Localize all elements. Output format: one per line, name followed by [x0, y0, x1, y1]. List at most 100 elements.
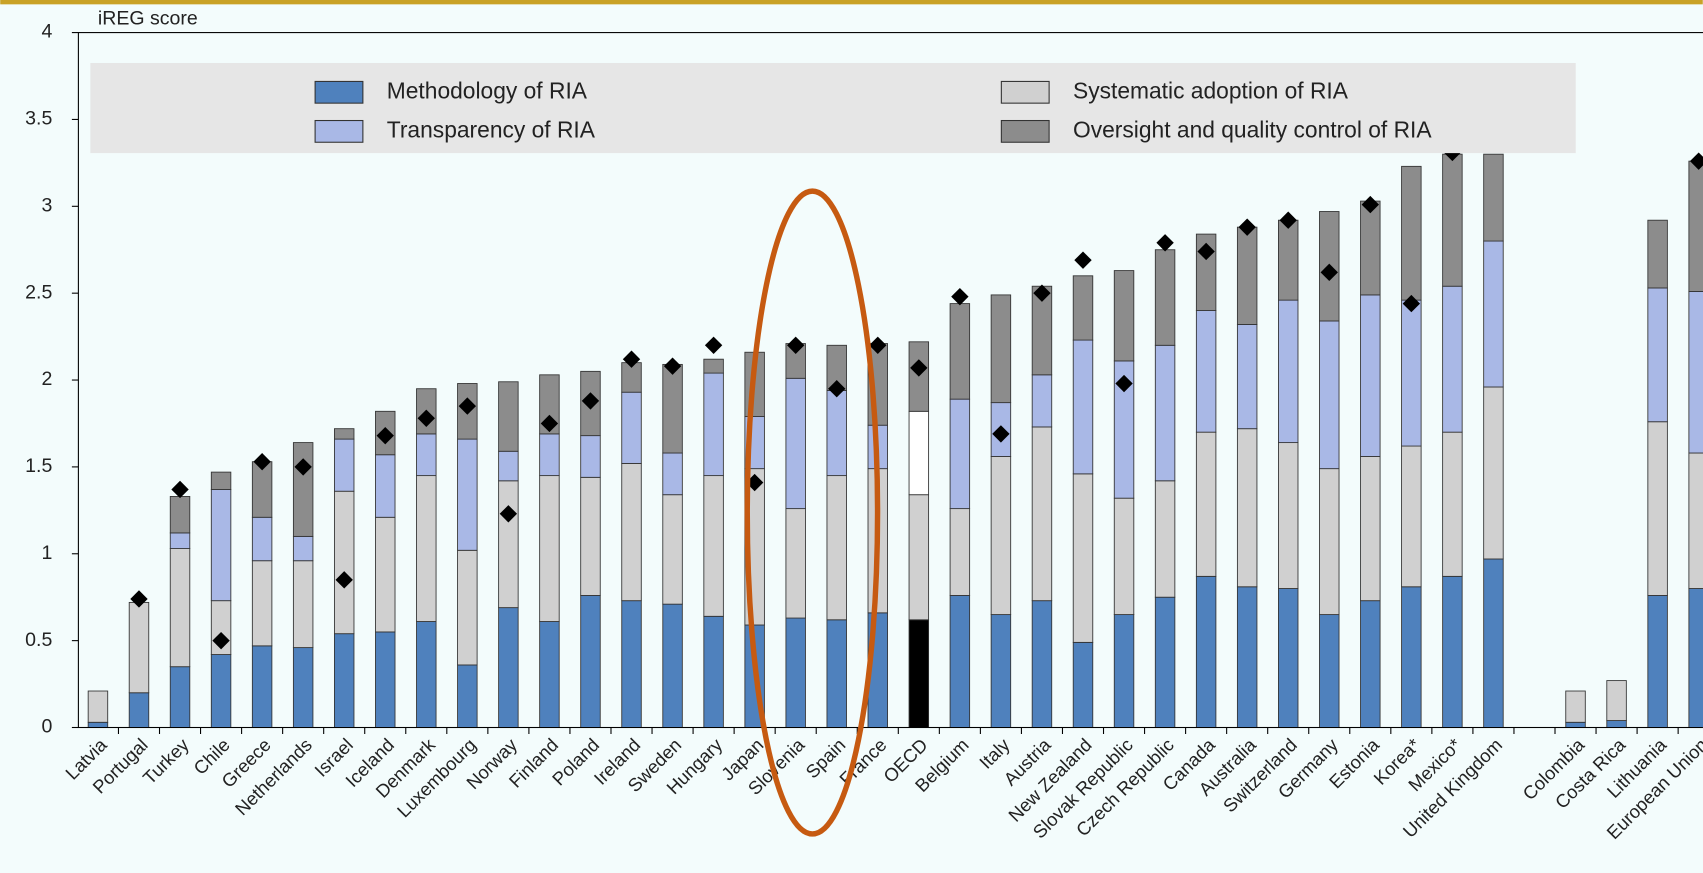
bar-segment [908, 494, 930, 621]
highlight-ellipse [744, 188, 881, 837]
bar-segment [1113, 614, 1135, 728]
marker [1689, 152, 1703, 170]
marker [294, 458, 312, 476]
bar-segment [1195, 575, 1217, 728]
bar-segment [1483, 386, 1504, 560]
bar-segment [703, 358, 724, 374]
marker [581, 392, 600, 410]
bar-segment [539, 475, 560, 622]
y-tick-label: 0 [41, 716, 52, 738]
bar-segment [908, 619, 930, 728]
bar-segment [826, 475, 847, 621]
y-tick-label: 2 [41, 368, 52, 390]
y-tick-label: 1 [41, 542, 52, 564]
bar-segment [1278, 588, 1299, 728]
bar-segment [580, 476, 601, 596]
bar-segment [539, 433, 560, 477]
bar-segment [621, 391, 642, 464]
bar-segment [292, 647, 314, 728]
bar-segment [457, 549, 478, 666]
bar-segment [1688, 452, 1703, 589]
bar-segment [826, 619, 847, 728]
bar-segment [1236, 226, 1258, 325]
top-border [0, 0, 1703, 5]
marker [1156, 234, 1174, 252]
bar-segment [169, 496, 191, 534]
marker [1197, 242, 1215, 261]
bar-segment [1688, 588, 1703, 728]
bar-segment [908, 410, 930, 496]
bar-segment [1278, 442, 1299, 589]
bar-segment [1113, 270, 1135, 362]
bar-segment [539, 374, 560, 435]
bar-segment [1442, 431, 1463, 577]
bar-segment [1319, 320, 1340, 470]
bar-segment [1031, 600, 1053, 728]
bar-segment [1154, 249, 1176, 346]
bar-segment [1565, 721, 1586, 728]
bar-segment [416, 621, 437, 728]
bar-segment [1195, 431, 1217, 577]
bar-segment [251, 516, 273, 562]
bar-segment [1319, 614, 1340, 728]
bar-segment [621, 462, 642, 602]
bar-segment [169, 548, 191, 668]
bar-segment [1647, 219, 1668, 289]
marker [910, 359, 928, 377]
bar-segment [1072, 641, 1094, 728]
bar-segment [1236, 428, 1258, 588]
bar-segment [128, 601, 150, 694]
bar-segment [457, 438, 478, 551]
marker [704, 336, 723, 354]
bar-segment [87, 690, 109, 723]
bar-segment [333, 438, 355, 492]
bar-segment [703, 615, 724, 728]
bar-segment [1360, 456, 1381, 602]
bar-segment [785, 508, 806, 619]
bar-segment [1031, 426, 1053, 602]
bar-segment [498, 480, 519, 609]
bar-segment [949, 595, 971, 728]
legend-swatch [1000, 80, 1050, 104]
bar-segment [1031, 374, 1053, 428]
bar-segment [1606, 680, 1627, 721]
bar-segment [1072, 275, 1094, 341]
bar-segment [1113, 497, 1135, 616]
bar-segment [292, 535, 314, 562]
legend-swatch [314, 119, 364, 143]
marker [1402, 294, 1421, 313]
bar-segment [498, 450, 519, 482]
bar-segment [416, 475, 437, 622]
bar-segment [1606, 720, 1627, 728]
bar-segment [416, 433, 437, 477]
marker [663, 357, 682, 375]
bar-segment [949, 508, 971, 596]
bar-segment [949, 303, 971, 400]
bar-segment [1647, 421, 1668, 596]
bar-segment [1688, 160, 1703, 292]
bar-segment [990, 456, 1012, 616]
bar-segment [292, 560, 314, 649]
bar-segment [662, 452, 683, 496]
bar-segment [1319, 468, 1340, 616]
bar-segment [1154, 344, 1176, 482]
y-tick-label: 4 [41, 21, 52, 43]
bar-segment [1195, 310, 1217, 433]
bar-segment [1442, 153, 1463, 287]
bar-segment [169, 532, 191, 549]
marker [458, 397, 477, 415]
bar-segment [826, 390, 847, 477]
bar-segment [1442, 575, 1463, 728]
bar-segment [333, 428, 355, 440]
bar-segment [580, 595, 601, 728]
bar-segment [949, 398, 971, 510]
bar-segment [1647, 287, 1668, 423]
bar-segment [333, 633, 355, 728]
bar-segment [990, 294, 1012, 404]
legend-swatch [314, 80, 364, 104]
bar-segment [1483, 153, 1504, 242]
marker [253, 453, 271, 471]
marker [171, 480, 189, 499]
bar-segment [1401, 586, 1422, 728]
